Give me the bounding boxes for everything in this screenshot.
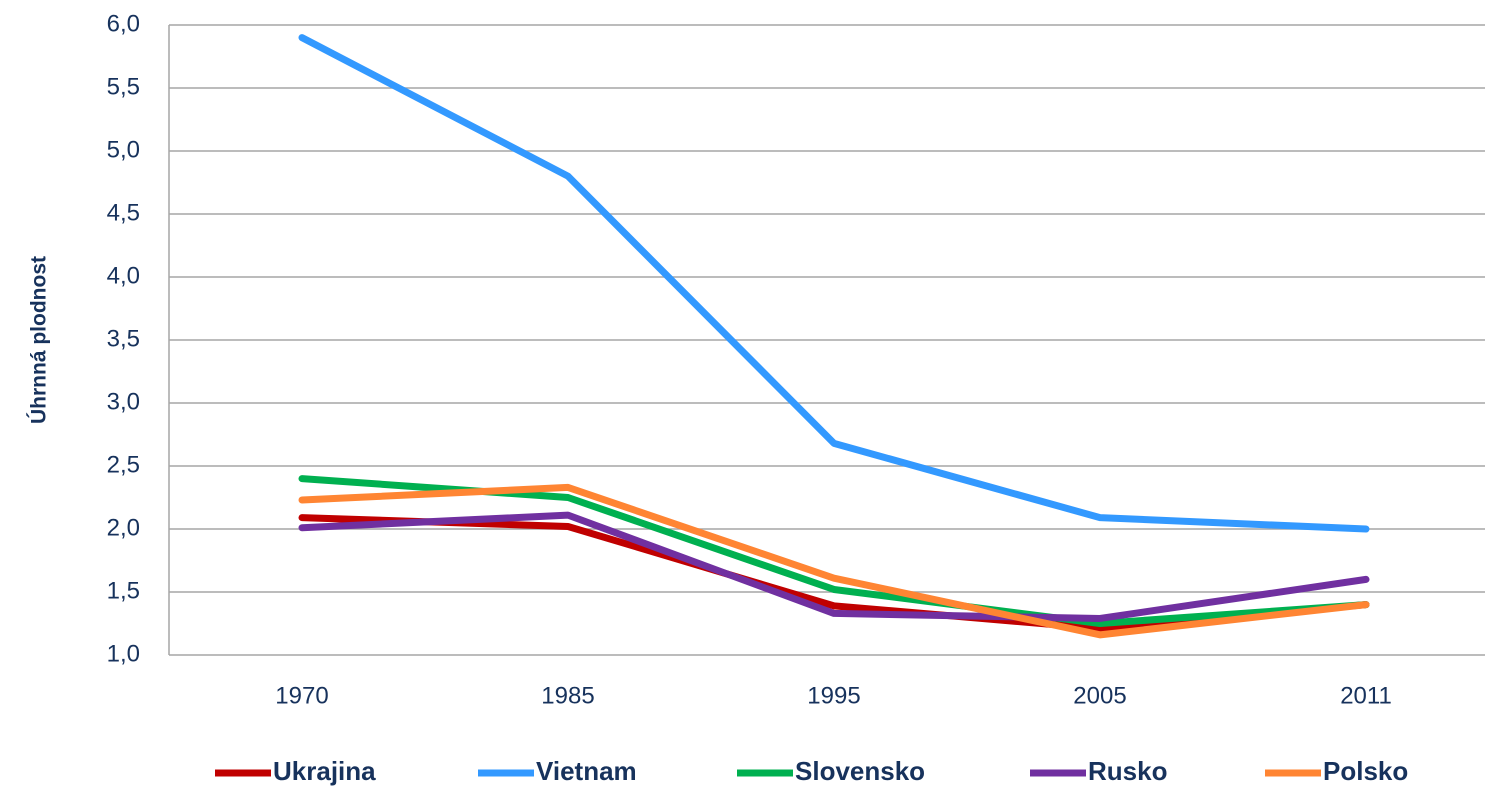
- legend-label: Rusko: [1088, 756, 1167, 786]
- y-axis-label: Úhrnná plodnost: [27, 256, 51, 424]
- legend-label: Ukrajina: [273, 756, 376, 786]
- legend-label: Vietnam: [536, 756, 637, 786]
- legend-label: Polsko: [1323, 756, 1408, 786]
- y-tick-label: 5,0: [107, 136, 140, 163]
- x-tick-label: 1970: [275, 682, 328, 709]
- y-tick-label: 5,5: [107, 73, 140, 100]
- series-line: [298, 34, 1370, 533]
- y-tick-label: 2,5: [107, 451, 140, 478]
- series-line: [298, 483, 1370, 639]
- x-tick-label: 2011: [1340, 682, 1392, 709]
- legend-label: Slovensko: [795, 756, 925, 786]
- series-line: [298, 511, 1370, 622]
- y-tick-label: 1,0: [107, 640, 140, 667]
- y-tick-label: 3,5: [107, 325, 140, 352]
- y-tick-label: 3,0: [107, 388, 140, 415]
- x-tick-label: 1985: [541, 682, 594, 709]
- y-tick-label: 2,0: [107, 514, 140, 541]
- y-tick-label: 1,5: [107, 577, 140, 604]
- y-tick-label: 4,0: [107, 262, 140, 289]
- y-tick-label: 6,0: [107, 10, 140, 37]
- x-tick-label: 1995: [807, 682, 860, 709]
- y-tick-label: 4,5: [107, 199, 140, 226]
- x-tick-label: 2005: [1073, 682, 1126, 709]
